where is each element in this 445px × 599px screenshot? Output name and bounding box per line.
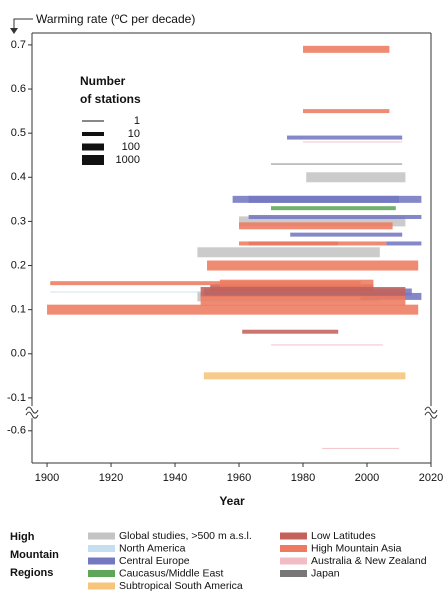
legend-label: Caucasus/Middle East (119, 567, 224, 579)
y-tick-label: 0.7 (11, 39, 26, 51)
x-tick-label: 1960 (227, 472, 251, 484)
range-bar (203, 372, 406, 380)
legend-swatch (88, 570, 115, 577)
y-tick-label: 0.5 (11, 127, 26, 139)
legend-swatch (280, 545, 307, 552)
y-tick-label: 0.6 (11, 83, 26, 95)
legend-label: High Mountain Asia (311, 542, 402, 554)
range-bar (287, 135, 403, 140)
axis-break (25, 406, 39, 419)
range-bar (303, 141, 403, 143)
axis-label-arrow (13, 18, 33, 32)
range-bar (303, 109, 390, 114)
range-bar (386, 241, 422, 246)
range-bar (271, 163, 403, 165)
range-bar (197, 247, 380, 258)
range-bar (322, 447, 400, 449)
range-bar (219, 279, 374, 287)
legend-swatch (88, 532, 115, 540)
range-bar (242, 329, 339, 334)
range-bar (306, 172, 406, 183)
axis-break (424, 406, 438, 419)
x-tick-label: 1980 (291, 472, 315, 484)
x-tick-label: 1940 (163, 472, 187, 484)
x-tick-label: 2020 (419, 472, 443, 484)
range-bar (200, 287, 406, 298)
size-legend-label: 100 (122, 141, 140, 153)
legend-label: Central Europe (119, 555, 190, 567)
legend-title: High (10, 531, 35, 543)
size-legend-swatch (82, 120, 104, 122)
range-bar (271, 206, 396, 211)
legend-label: North America (119, 542, 186, 554)
x-tick-label: 1920 (99, 472, 123, 484)
range-bar (248, 195, 400, 203)
y-tick-label: 0.2 (11, 259, 26, 271)
x-tick-label: 2000 (355, 472, 379, 484)
range-bar (239, 216, 406, 227)
range-bar (47, 304, 419, 315)
legend-label: Australia & New Zealand (311, 555, 427, 567)
range-bar (50, 281, 361, 286)
legend-swatch (88, 557, 115, 565)
size-legend-label: 1 (134, 115, 140, 127)
size-legend-label: 10 (128, 128, 140, 140)
arrow-head (10, 28, 18, 34)
range-bar (200, 295, 406, 306)
range-bar (290, 232, 403, 237)
range-bar (271, 344, 384, 346)
legend-swatch (280, 532, 307, 540)
legend-title: Mountain (10, 549, 59, 561)
legend-label: Low Latitudes (311, 530, 376, 542)
range-bar (207, 260, 419, 271)
legend-swatch (88, 582, 115, 590)
range-bar (239, 241, 387, 246)
x-axis-label: Year (219, 494, 245, 508)
y-tick-label: 0.0 (11, 348, 26, 360)
size-legend-title: of stations (80, 92, 141, 106)
legend-swatch (280, 570, 307, 577)
legend-swatch (280, 557, 307, 565)
range-bar (50, 291, 339, 293)
y-tick-label: 0.1 (11, 304, 26, 316)
range-bar (303, 45, 390, 53)
range-bar (248, 214, 422, 219)
legend-label: Japan (311, 567, 340, 579)
size-legend-swatch (82, 143, 104, 151)
y-tick-label: 0.3 (11, 215, 26, 227)
y-tick-label: 0.4 (11, 171, 26, 183)
legend-label: Subtropical South America (119, 580, 243, 592)
legend-swatch (88, 545, 115, 552)
legend-label: Global studies, >500 m a.s.l. (119, 530, 252, 542)
y-tick-label: -0.1 (7, 392, 26, 404)
size-legend-swatch (82, 132, 104, 136)
size-legend-title: Number (80, 74, 126, 88)
x-tick-label: 1900 (35, 472, 59, 484)
size-legend-swatch (82, 155, 104, 165)
range-bar (239, 222, 393, 230)
y-axis-label: Warming rate (ºC per decade) (36, 12, 195, 26)
size-legend-label: 1000 (116, 154, 140, 166)
legend-title: Regions (10, 567, 53, 579)
y-tick-label: -0.6 (7, 425, 26, 437)
